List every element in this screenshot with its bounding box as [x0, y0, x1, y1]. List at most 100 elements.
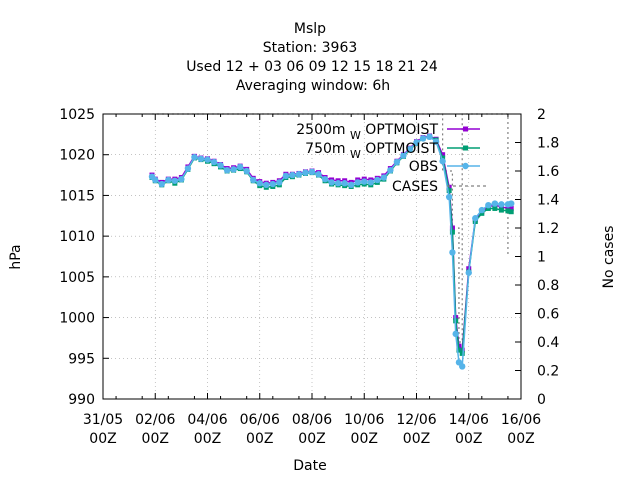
x-tick-label-date: 10/06	[344, 412, 384, 428]
y-tick-label: 1000	[59, 311, 95, 327]
y-tick-label: 1015	[59, 188, 95, 204]
chart-title: Mslp	[294, 21, 326, 37]
data-point-obs	[184, 165, 192, 172]
legend-label: CASES	[392, 179, 438, 195]
data-point-obs	[432, 138, 440, 145]
data-point-750m	[508, 209, 514, 215]
data-point-obs	[491, 200, 499, 207]
data-point-obs	[217, 162, 224, 169]
data-point-750m	[459, 350, 465, 356]
legend-label: OBS	[409, 159, 438, 175]
x-tick-label-date: 14/06	[449, 412, 489, 428]
y2-tick-label: 1.4	[537, 193, 559, 209]
legend-swatch-marker	[462, 162, 469, 170]
data-point-obs	[263, 181, 270, 189]
data-point-obs	[439, 158, 446, 165]
data-point-obs	[250, 176, 257, 184]
data-point-obs	[165, 176, 172, 184]
legend-name: CASES	[392, 179, 438, 195]
data-point-obs	[478, 206, 486, 214]
data-point-obs	[276, 179, 283, 186]
data-point-obs	[445, 193, 453, 201]
y2-tick-label: 0.4	[537, 335, 559, 351]
data-point-obs	[354, 179, 361, 186]
x-tick-label-hour: 00Z	[351, 431, 378, 447]
averaging-window-label: Averaging window: 6h	[236, 78, 390, 94]
station-label: Station: 3963	[263, 40, 358, 56]
data-point-obs	[328, 179, 335, 186]
data-point-2500m	[440, 152, 446, 158]
x-tick-label-date: 31/05	[83, 412, 123, 428]
data-point-obs	[498, 201, 505, 208]
legend-suffix: OPTMOIST	[361, 122, 439, 138]
data-point-obs	[341, 180, 348, 187]
data-point-obs	[426, 133, 433, 140]
x-tick-label-date: 12/06	[396, 412, 436, 428]
x-tick-label-date: 16/06	[501, 412, 541, 428]
data-point-750m	[449, 229, 455, 235]
data-point-750m	[492, 205, 498, 211]
x-axis-label: Date	[293, 458, 326, 474]
legend-label: 750m W OPTMOIST	[305, 141, 438, 161]
data-point-obs	[465, 269, 472, 276]
x-tick-label-hour: 00Z	[298, 431, 325, 447]
y-tick-label: 1010	[59, 229, 95, 245]
data-point-obs	[197, 155, 205, 162]
y2-tick-label: 1.8	[537, 136, 559, 152]
data-point-obs	[308, 168, 316, 176]
data-point-750m	[485, 205, 491, 211]
x-tick-label-hour: 00Z	[403, 431, 430, 447]
data-point-obs	[380, 174, 388, 181]
data-point-obs	[452, 330, 459, 338]
data-point-obs	[367, 179, 374, 186]
data-point-obs	[334, 180, 342, 187]
data-point-obs	[315, 171, 322, 178]
data-point-obs	[256, 180, 263, 187]
x-tick-label-hour: 00Z	[246, 431, 273, 447]
data-point-obs	[178, 175, 185, 183]
data-point-750m	[456, 347, 462, 353]
legend-subscript: W	[350, 129, 361, 142]
data-point-750m	[479, 210, 485, 216]
data-point-750m	[440, 155, 446, 161]
x-tick-label-hour: 00Z	[455, 431, 482, 447]
data-point-obs	[459, 363, 466, 370]
legend-name: OBS	[409, 159, 438, 175]
legend-swatch-marker	[463, 126, 468, 132]
y2-tick-label: 0.6	[537, 307, 559, 323]
data-point-obs	[413, 139, 420, 146]
data-point-obs	[230, 166, 237, 173]
data-point-obs	[289, 171, 296, 179]
legend-suffix: OPTMOIST	[361, 141, 439, 157]
x-tick-label-date: 02/06	[135, 412, 175, 428]
data-point-obs	[449, 249, 456, 256]
x-tick-label-hour: 00Z	[194, 431, 221, 447]
y2-tick-label: 0.8	[537, 278, 559, 294]
y-tick-label: 1005	[59, 270, 95, 286]
legend-name: 750m	[305, 141, 350, 157]
data-point-obs	[191, 153, 198, 161]
data-point-obs	[302, 169, 309, 176]
y2-tick-label: 1	[537, 250, 546, 266]
y-axis-label: hPa	[8, 244, 24, 269]
y2-tick-label: 0	[537, 392, 546, 408]
data-point-750m	[446, 188, 452, 194]
legend-swatch-marker	[463, 145, 468, 151]
y2-tick-label: 1.6	[537, 164, 559, 180]
y-tick-label: 1020	[59, 148, 95, 164]
data-point-obs	[347, 181, 355, 189]
y2-tick-label: 0.2	[537, 364, 559, 380]
y-tick-label: 990	[68, 392, 95, 408]
x-tick-label-date: 06/06	[240, 412, 280, 428]
used-label: Used 12 + 03 06 09 12 15 18 21 24	[186, 59, 438, 75]
data-point-obs	[419, 135, 427, 142]
x-tick-label-hour: 00Z	[507, 431, 534, 447]
y2-tick-label: 1.2	[537, 221, 559, 237]
data-point-750m	[505, 208, 511, 214]
data-point-obs	[158, 180, 165, 188]
data-point-obs	[406, 145, 414, 153]
legend-label: 2500m W OPTMOIST	[296, 122, 438, 142]
y2-tick-label: 2	[537, 107, 546, 123]
